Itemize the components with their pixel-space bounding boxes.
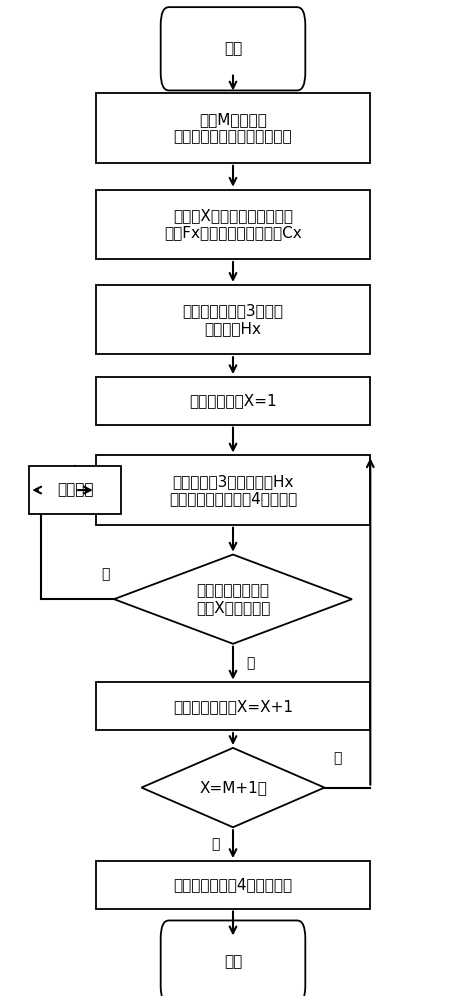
- FancyBboxPatch shape: [161, 7, 305, 90]
- Text: 定义第X层基板的发光光谱特
征为Fx及其打孔工艺参数为Cx: 定义第X层基板的发光光谱特 征为Fx及其打孔工艺参数为Cx: [164, 208, 302, 241]
- Text: 设定待打孔层X=1: 设定待打孔层X=1: [189, 393, 277, 408]
- Text: 是: 是: [211, 837, 219, 851]
- Bar: [96, 190, 370, 259]
- Polygon shape: [114, 555, 352, 644]
- Bar: [96, 285, 370, 354]
- Polygon shape: [142, 748, 324, 827]
- Text: X=M+1？: X=M+1？: [199, 780, 267, 795]
- Text: 开始: 开始: [224, 41, 242, 56]
- Text: 结束: 结束: [224, 955, 242, 970]
- Bar: [96, 377, 370, 425]
- Text: 否: 否: [247, 656, 255, 670]
- Text: 发光光谱特征是否
为第X层基板的？: 发光光谱特征是否 为第X层基板的？: [196, 583, 270, 615]
- Bar: [96, 455, 370, 525]
- FancyBboxPatch shape: [161, 920, 305, 1000]
- Bar: [29, 466, 121, 514]
- Text: 飞秒激光器3发出激光束Hx
来对多层印刷电路板4进行打孔: 飞秒激光器3发出激光束Hx 来对多层印刷电路板4进行打孔: [169, 474, 297, 506]
- Text: 输入M层基板的
发光光谱特征和打孔工艺参数: 输入M层基板的 发光光谱特征和打孔工艺参数: [174, 112, 292, 144]
- Bar: [96, 93, 370, 163]
- Text: 否: 否: [334, 751, 342, 765]
- Bar: [96, 682, 370, 730]
- Text: 停止打孔，更新X=X+1: 停止打孔，更新X=X+1: [173, 699, 293, 714]
- Bar: [96, 861, 370, 909]
- Text: 定义飞秒激光器3发出的
激光束为Hx: 定义飞秒激光器3发出的 激光束为Hx: [183, 303, 283, 336]
- Text: 是: 是: [101, 567, 110, 581]
- Text: 继续打孔: 继续打孔: [57, 483, 93, 498]
- Text: 多层印刷电路板4上形成盲孔: 多层印刷电路板4上形成盲孔: [173, 877, 293, 892]
